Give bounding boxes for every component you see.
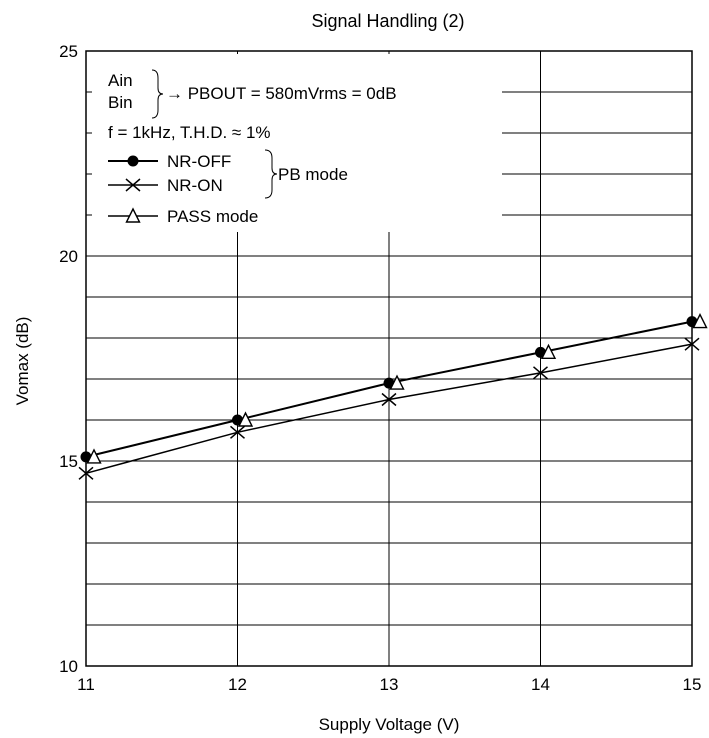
x-tick-label: 11 <box>77 675 95 694</box>
legend: Ain Bin → PBOUT = 580mVrms = 0dB f = 1kH… <box>92 54 502 232</box>
brace-inputs <box>151 69 164 119</box>
legend-pbout: → PBOUT = 580mVrms = 0dB <box>166 84 397 103</box>
data-point-nr-on <box>533 366 548 380</box>
legend-group-label: PB mode <box>278 165 348 184</box>
data-point-pass-mode <box>540 343 557 360</box>
legend-input-b: Bin <box>108 93 133 112</box>
legend-input-a: Ain <box>108 71 133 90</box>
x-tick-label: 15 <box>683 675 702 694</box>
y-tick-label: 15 <box>59 452 78 471</box>
y-tick-label: 10 <box>59 657 78 676</box>
brace-pb-mode <box>264 149 278 199</box>
tick-labels: 11 12 13 14 15 10 15 20 25 <box>59 42 701 694</box>
legend-marker-nr-on <box>125 178 141 192</box>
legend-label-nr-off: NR-OFF <box>167 152 231 171</box>
y-tick-label: 20 <box>59 247 78 266</box>
legend-conditions: f = 1kHz, T.H.D. ≈ 1% <box>108 123 271 142</box>
data-point-pass-mode <box>86 448 102 464</box>
legend-marker-nr-off <box>127 155 139 167</box>
data-point-pass-mode <box>389 374 405 390</box>
x-tick-label: 14 <box>531 675 550 694</box>
series-layer <box>78 313 708 480</box>
y-tick-label: 25 <box>59 42 78 61</box>
legend-background <box>92 54 502 232</box>
plot-frame <box>85 50 693 667</box>
legend-label-pass-mode: PASS mode <box>167 207 258 226</box>
data-point-nr-on <box>381 392 397 407</box>
data-point-pass-mode <box>237 411 254 427</box>
x-axis-label: Supply Voltage (V) <box>319 715 460 734</box>
legend-marker-pass-mode <box>125 207 141 223</box>
data-point-pass-mode <box>692 313 708 329</box>
chart-title: Signal Handling (2) <box>311 11 464 31</box>
x-tick-label: 12 <box>228 675 247 694</box>
x-tick-label: 13 <box>380 675 399 694</box>
legend-label-nr-on: NR-ON <box>167 176 223 195</box>
y-axis-label: Vomax (dB) <box>13 317 32 406</box>
data-point-nr-on <box>230 425 245 439</box>
